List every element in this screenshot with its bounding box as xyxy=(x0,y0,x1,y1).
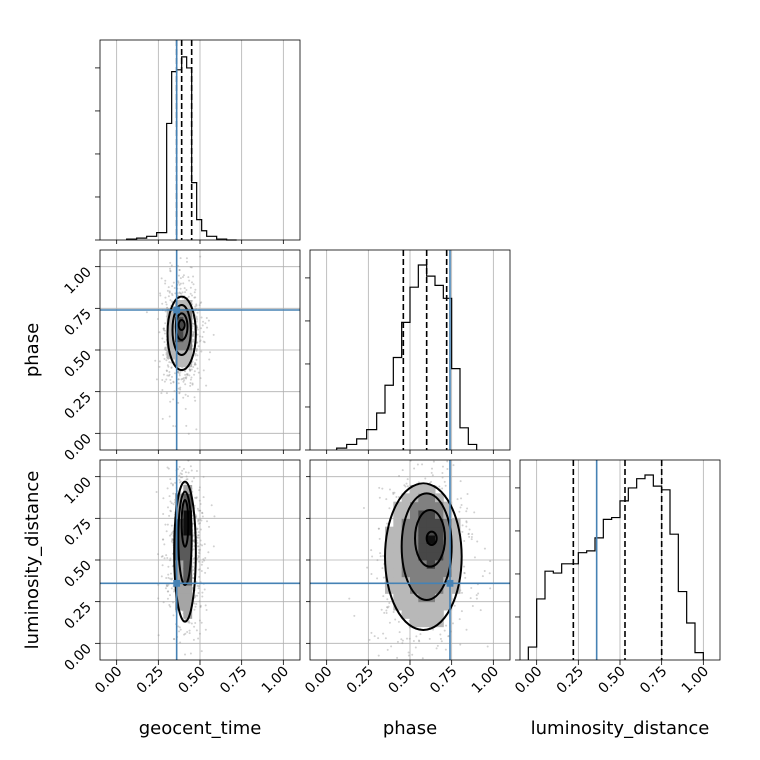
y-tick-label: 0.75 xyxy=(61,516,94,549)
x-tick-label: 0.50 xyxy=(595,664,628,697)
panel-geocent_time-luminosity_distance xyxy=(100,460,300,660)
y-tick-label: 1.00 xyxy=(61,474,94,507)
x-tick-label: 0.75 xyxy=(217,664,250,697)
contour-level-1 xyxy=(173,480,197,623)
x-tick-label: 0.25 xyxy=(344,664,377,697)
x-tick-label: 0.75 xyxy=(427,664,460,697)
x-axis-label: geocent_time xyxy=(139,718,262,739)
truth-marker xyxy=(446,579,454,587)
histogram-geocent_time xyxy=(126,56,237,241)
panel-geocent_time-phase xyxy=(100,250,300,450)
contour-level-3 xyxy=(180,498,190,548)
x-tick-label: 1.00 xyxy=(469,664,502,697)
contour-level-2 xyxy=(171,304,192,356)
density-shading xyxy=(385,485,461,628)
contour-level-4 xyxy=(177,319,186,331)
grid-1-1 xyxy=(326,250,494,450)
y-tick-label: 0.50 xyxy=(61,558,94,591)
contour-level-1 xyxy=(166,295,197,372)
contour-level-1 xyxy=(384,482,463,632)
x-tick-label: 0.25 xyxy=(554,664,587,697)
y-tick-label: 0.25 xyxy=(61,599,94,632)
contour-level-2 xyxy=(400,492,453,602)
histogram-phase xyxy=(336,264,478,450)
y-tick-label: 0.50 xyxy=(61,348,94,381)
y-tick-label: 0.00 xyxy=(61,431,94,464)
x-tick-label: 0.75 xyxy=(637,664,670,697)
contour-level-2 xyxy=(177,490,193,586)
y-tick-label: 0.00 xyxy=(61,641,94,674)
x-tick-label: 0.00 xyxy=(92,664,125,697)
truth-marker xyxy=(173,306,181,314)
x-tick-label: 1.00 xyxy=(259,664,292,697)
y-tick-label: 0.25 xyxy=(61,389,94,422)
x-tick-label: 0.50 xyxy=(175,664,208,697)
x-tick-label: 0.25 xyxy=(134,664,167,697)
y-axis-label: luminosity_distance xyxy=(22,471,43,650)
x-axis-label: luminosity_distance xyxy=(531,718,710,739)
contour-level-4 xyxy=(425,530,438,546)
y-tick-label: 1.00 xyxy=(61,264,94,297)
grid-1-0 xyxy=(100,250,300,450)
x-tick-label: 0.50 xyxy=(385,664,418,697)
x-axis-label: phase xyxy=(383,718,437,739)
panel-phase-luminosity_distance xyxy=(310,460,510,660)
grid-0-0 xyxy=(116,40,284,240)
contour-level-3 xyxy=(414,508,446,568)
x-tick-label: 1.00 xyxy=(679,664,712,697)
x-tick-label: 0.00 xyxy=(512,664,545,697)
histogram-luminosity_distance xyxy=(527,474,704,660)
truth-marker xyxy=(173,579,181,587)
y-axis-label: phase xyxy=(22,323,43,377)
y-tick-label: 0.75 xyxy=(61,306,94,339)
grid-2-0 xyxy=(100,460,300,660)
x-tick-label: 0.00 xyxy=(302,664,335,697)
contour-level-3 xyxy=(174,312,189,341)
